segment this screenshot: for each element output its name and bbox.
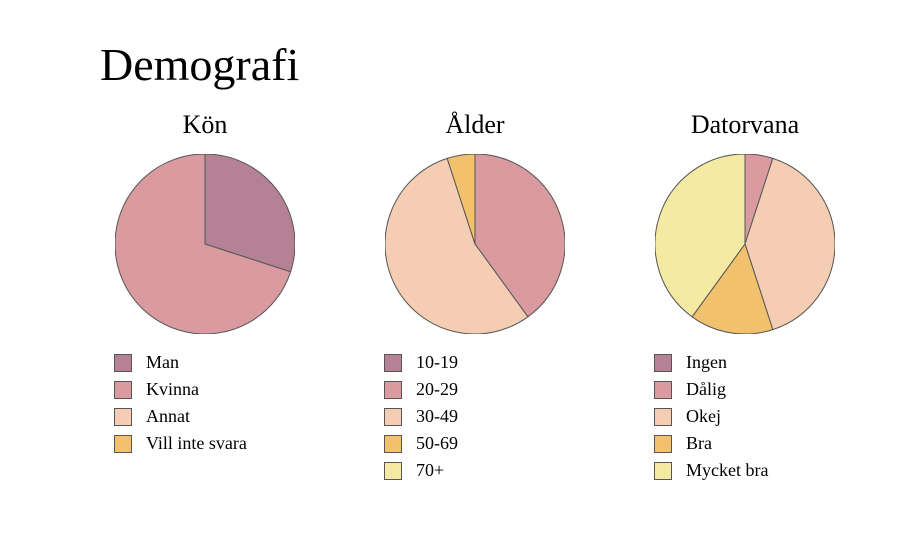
- page-title: Demografi: [100, 38, 299, 91]
- chart-title: Datorvana: [691, 110, 799, 140]
- legend-item: 10-19: [384, 352, 458, 373]
- legend-swatch: [114, 408, 132, 426]
- chart-title: Ålder: [445, 110, 504, 140]
- legend-swatch: [654, 408, 672, 426]
- chart-alder: Ålder 10-19 20-29 30-49 50-69 70+: [370, 110, 580, 487]
- legend-swatch: [654, 381, 672, 399]
- legend-item: Annat: [114, 406, 247, 427]
- legend-swatch: [654, 462, 672, 480]
- legend: 10-19 20-29 30-49 50-69 70+: [384, 352, 458, 487]
- legend-swatch: [384, 354, 402, 372]
- pie-chart: [385, 154, 565, 334]
- demografi-card: Demografi Kön Man Kvinna Annat Vill inte sva…: [0, 0, 909, 560]
- legend-label: 10-19: [416, 352, 458, 373]
- legend-label: Okej: [686, 406, 721, 427]
- legend: Man Kvinna Annat Vill inte svara: [114, 352, 247, 460]
- charts-row: Kön Man Kvinna Annat Vill inte svara Ålder 10-…: [100, 110, 850, 487]
- legend-label: 20-29: [416, 379, 458, 400]
- legend-swatch: [384, 462, 402, 480]
- legend-swatch: [114, 381, 132, 399]
- legend-label: 70+: [416, 460, 444, 481]
- pie-chart: [115, 154, 295, 334]
- legend-item: 70+: [384, 460, 458, 481]
- legend-label: 50-69: [416, 433, 458, 454]
- chart-kon: Kön Man Kvinna Annat Vill inte svara: [100, 110, 310, 487]
- legend-label: 30-49: [416, 406, 458, 427]
- legend-label: Bra: [686, 433, 712, 454]
- legend-swatch: [114, 354, 132, 372]
- legend-swatch: [384, 435, 402, 453]
- legend-label: Vill inte svara: [146, 433, 247, 454]
- legend-label: Man: [146, 352, 179, 373]
- legend-label: Dålig: [686, 379, 726, 400]
- legend-item: Vill inte svara: [114, 433, 247, 454]
- legend: Ingen Dålig Okej Bra Mycket bra: [654, 352, 768, 487]
- legend-swatch: [384, 381, 402, 399]
- legend-swatch: [654, 354, 672, 372]
- legend-label: Annat: [146, 406, 190, 427]
- legend-item: Okej: [654, 406, 768, 427]
- legend-item: 20-29: [384, 379, 458, 400]
- legend-item: 50-69: [384, 433, 458, 454]
- legend-item: Man: [114, 352, 247, 373]
- legend-item: Dålig: [654, 379, 768, 400]
- legend-swatch: [114, 435, 132, 453]
- legend-item: 30-49: [384, 406, 458, 427]
- pie-chart: [655, 154, 835, 334]
- legend-swatch: [654, 435, 672, 453]
- legend-swatch: [384, 408, 402, 426]
- legend-label: Kvinna: [146, 379, 199, 400]
- legend-item: Ingen: [654, 352, 768, 373]
- legend-item: Kvinna: [114, 379, 247, 400]
- chart-datorvana: Datorvana Ingen Dålig Okej Bra Mycket bra: [640, 110, 850, 487]
- legend-label: Mycket bra: [686, 460, 768, 481]
- legend-item: Mycket bra: [654, 460, 768, 481]
- legend-item: Bra: [654, 433, 768, 454]
- chart-title: Kön: [183, 110, 228, 140]
- legend-label: Ingen: [686, 352, 727, 373]
